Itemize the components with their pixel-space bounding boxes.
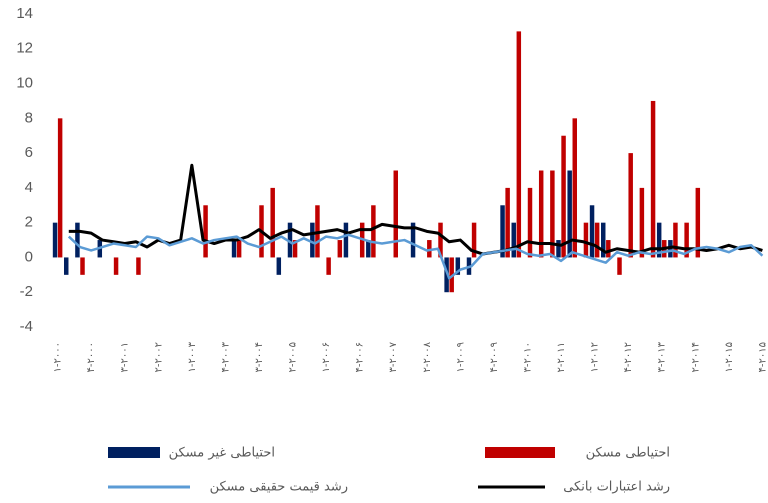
bar <box>203 205 208 258</box>
bar <box>601 222 606 258</box>
legend-label: احتیاطی غیر مسکن <box>169 446 275 461</box>
x-tick-label: ۱-۲۰۰۹ <box>455 342 466 372</box>
bar <box>113 257 119 275</box>
bar <box>276 257 282 275</box>
legend-swatch <box>485 447 555 458</box>
bar <box>589 205 595 258</box>
bar <box>455 257 461 275</box>
y-tick-label: 0 <box>25 248 33 265</box>
y-tick-label: 4 <box>25 179 33 196</box>
bar <box>556 240 561 258</box>
bar <box>511 222 516 258</box>
bar <box>64 257 69 275</box>
bar <box>427 240 432 258</box>
bar <box>231 240 237 258</box>
bar <box>639 187 645 258</box>
y-tick-label: -2 <box>20 283 33 300</box>
bar <box>550 170 555 258</box>
legend-label: رشد اعتبارات بانکی <box>563 480 670 495</box>
bar <box>527 187 533 258</box>
bar <box>80 257 85 275</box>
legend-label: رشد قیمت حقیقی مسکن <box>210 480 348 495</box>
y-tick-label: 14 <box>16 5 33 22</box>
y-tick-label: 10 <box>16 75 33 92</box>
x-tick-label: ۱-۲۰۰۰ <box>53 342 64 372</box>
x-tick-label: ۳-۲۰۰۷ <box>388 341 399 372</box>
legend-label: احتیاطی مسکن <box>586 446 670 461</box>
bar <box>617 257 622 275</box>
x-tick-label: ۳-۲۰۱۰ <box>522 342 533 372</box>
x-tick-label: ۱-۲۰۱۲ <box>590 342 601 372</box>
bar <box>136 257 141 275</box>
x-tick-label: ۱-۲۰۰۶ <box>321 342 332 372</box>
bar <box>684 222 689 258</box>
bar <box>270 187 275 258</box>
y-tick-label: 2 <box>25 214 33 231</box>
y-tick-label: -4 <box>20 318 33 335</box>
line <box>67 233 764 280</box>
bar <box>57 118 63 258</box>
x-tick-label: ۳-۲۰۰۴ <box>254 342 265 372</box>
bar <box>292 240 298 258</box>
bar <box>656 222 662 258</box>
bar <box>287 222 293 258</box>
bar <box>606 240 611 258</box>
legend-swatch <box>108 447 160 458</box>
bar <box>650 100 656 258</box>
bar <box>538 170 544 258</box>
y-tick-label: 6 <box>25 144 33 161</box>
bar <box>505 187 510 258</box>
y-tick-label: 8 <box>25 109 33 126</box>
bar <box>75 222 80 258</box>
x-tick-label: ۴-۲۰۰۹ <box>489 342 500 372</box>
bar <box>583 222 589 258</box>
bar <box>567 170 572 258</box>
bar <box>438 222 443 258</box>
bar <box>594 222 600 258</box>
x-tick-label: ۳-۲۰۱۳ <box>657 341 668 372</box>
bar <box>236 240 242 258</box>
x-tick-label: ۲-۲۰۰۵ <box>288 342 299 372</box>
x-tick-label: ۲-۲۰۱۱ <box>556 342 567 372</box>
bar <box>343 222 349 258</box>
x-tick-label: ۲-۲۰۰۸ <box>422 341 433 372</box>
bar <box>572 118 577 258</box>
bar <box>673 222 678 258</box>
x-tick-label: ۴-۲۰۰۳ <box>220 341 231 372</box>
y-tick-label: 12 <box>16 40 33 57</box>
x-tick-label: ۴-۲۰۰۶ <box>355 342 366 372</box>
x-tick-label: ۳-۲۰۰۱ <box>120 342 131 372</box>
x-tick-label: ۱-۲۰۱۵ <box>724 342 735 372</box>
x-tick-label: ۲-۲۰۰۲ <box>153 342 164 372</box>
bar <box>371 205 376 258</box>
line <box>68 163 763 256</box>
bar <box>471 222 477 258</box>
bar <box>561 135 566 258</box>
bar <box>500 205 505 258</box>
x-tick-label: ۴-۲۰۰۰ <box>86 342 97 372</box>
x-tick-label: ۴-۲۰۱۲ <box>623 342 634 372</box>
bar <box>366 240 371 258</box>
bar <box>628 153 633 258</box>
x-tick-label: ۴-۲۰۱۵ <box>757 342 768 372</box>
bar <box>410 222 416 258</box>
bar <box>516 31 522 258</box>
bar <box>337 240 343 258</box>
bar <box>52 222 58 258</box>
bar <box>326 257 331 275</box>
x-tick-label: ۱-۲۰۰۳ <box>187 341 198 372</box>
bar <box>393 170 398 258</box>
bar <box>695 187 701 258</box>
x-tick-label: ۲-۲۰۱۴ <box>690 342 701 372</box>
bar <box>310 222 315 258</box>
